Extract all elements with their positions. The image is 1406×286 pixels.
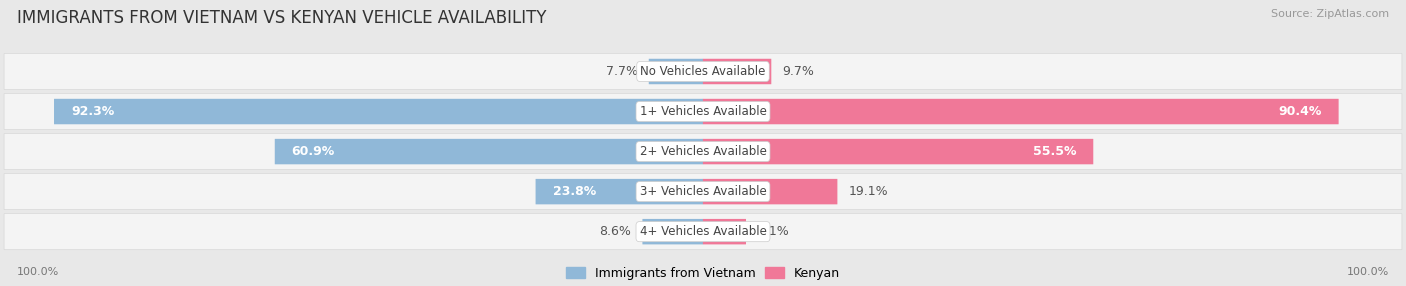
Text: 9.7%: 9.7% [782, 65, 814, 78]
FancyBboxPatch shape [53, 99, 703, 124]
Text: 7.7%: 7.7% [606, 65, 638, 78]
Legend: Immigrants from Vietnam, Kenyan: Immigrants from Vietnam, Kenyan [565, 267, 841, 280]
Text: Source: ZipAtlas.com: Source: ZipAtlas.com [1271, 9, 1389, 19]
FancyBboxPatch shape [643, 219, 703, 245]
FancyBboxPatch shape [274, 139, 703, 164]
Text: 2+ Vehicles Available: 2+ Vehicles Available [640, 145, 766, 158]
Text: 100.0%: 100.0% [1347, 267, 1389, 277]
Text: 90.4%: 90.4% [1278, 105, 1322, 118]
Text: 1+ Vehicles Available: 1+ Vehicles Available [640, 105, 766, 118]
Text: 23.8%: 23.8% [553, 185, 596, 198]
FancyBboxPatch shape [536, 179, 703, 204]
FancyBboxPatch shape [4, 94, 1402, 130]
FancyBboxPatch shape [703, 99, 1339, 124]
FancyBboxPatch shape [4, 53, 1402, 90]
Text: 55.5%: 55.5% [1033, 145, 1077, 158]
FancyBboxPatch shape [648, 59, 703, 84]
Text: 6.1%: 6.1% [756, 225, 789, 238]
Text: 3+ Vehicles Available: 3+ Vehicles Available [640, 185, 766, 198]
FancyBboxPatch shape [703, 139, 1094, 164]
FancyBboxPatch shape [703, 59, 772, 84]
Text: IMMIGRANTS FROM VIETNAM VS KENYAN VEHICLE AVAILABILITY: IMMIGRANTS FROM VIETNAM VS KENYAN VEHICL… [17, 9, 547, 27]
Text: 8.6%: 8.6% [599, 225, 631, 238]
Text: 100.0%: 100.0% [17, 267, 59, 277]
FancyBboxPatch shape [4, 214, 1402, 250]
FancyBboxPatch shape [4, 134, 1402, 170]
FancyBboxPatch shape [703, 219, 747, 245]
Text: 92.3%: 92.3% [72, 105, 114, 118]
Text: 19.1%: 19.1% [849, 185, 889, 198]
Text: No Vehicles Available: No Vehicles Available [640, 65, 766, 78]
Text: 4+ Vehicles Available: 4+ Vehicles Available [640, 225, 766, 238]
FancyBboxPatch shape [703, 179, 838, 204]
Text: 60.9%: 60.9% [292, 145, 335, 158]
FancyBboxPatch shape [4, 174, 1402, 210]
